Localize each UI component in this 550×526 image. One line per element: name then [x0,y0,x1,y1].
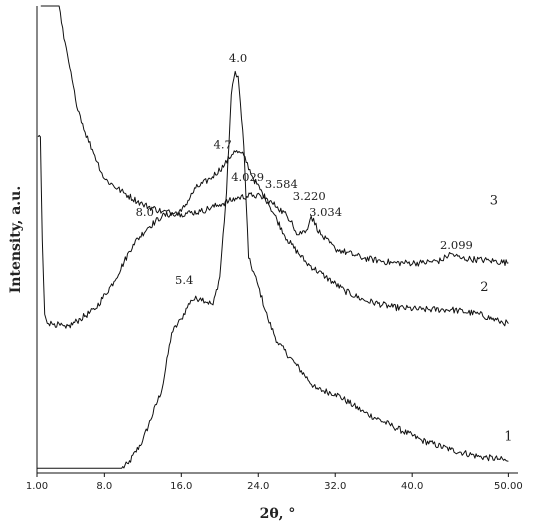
x-axis-title: 2θ, ° [260,506,296,522]
x-tick-label-50-00: 50.00 [494,481,523,492]
y-axis-title: Intensity, a.u. [8,186,24,294]
x-tick-label-24-0: 24.0 [247,481,269,492]
peak-label-2-099: 2.099 [440,238,473,252]
x-tick-label-16-0: 16.0 [170,481,192,492]
curve-label-3: 3 [490,193,498,208]
x-tick-label-32-0: 32.0 [324,481,346,492]
x-tick-label-1-00: 1.00 [26,481,48,492]
peak-label-3-584: 3.584 [265,177,298,191]
peak-label-5-4: 5.4 [175,273,193,287]
x-tick-label-8-0: 8.0 [96,481,112,492]
peak-label-4-029: 4.029 [231,170,264,184]
x-ticks: 1.00 8.0 16.0 24.0 32.0 40.0 50.00 [26,473,523,492]
peak-label-3-034: 3.034 [309,205,342,219]
peak-label-4-7: 4.7 [214,137,232,151]
trace-curve-1 [37,70,509,469]
trace-curve-2 [37,134,509,329]
curve-label-2: 2 [480,280,488,295]
peak-label-8-0: 8.0 [136,205,154,219]
curve-label-1: 1 [504,429,512,444]
peak-label-4-0: 4.0 [229,51,247,65]
traces [37,5,509,469]
curve-labels: 1 2 3 [480,193,512,444]
trace-curve-3 [40,5,509,267]
axes [36,6,518,474]
peak-label-3-220: 3.220 [293,189,326,203]
x-tick-label-40-0: 40.0 [401,481,423,492]
